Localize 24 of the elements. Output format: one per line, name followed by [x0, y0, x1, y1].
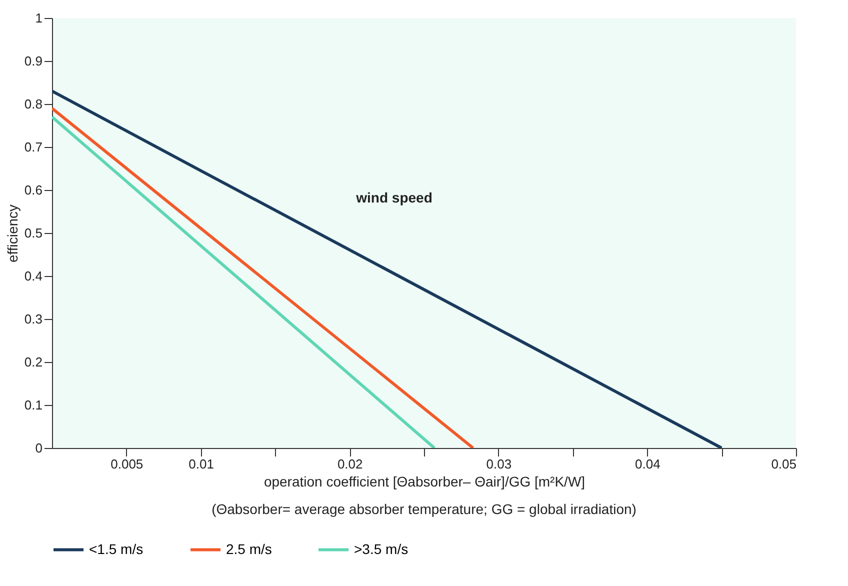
- y-tick-label: 0.2: [24, 354, 42, 370]
- x-tick-label: 0.02: [337, 456, 363, 472]
- annotation: wind speed: [355, 190, 432, 206]
- legend-label: >3.5 m/s: [354, 540, 408, 557]
- y-tick-label: 0: [35, 440, 42, 456]
- y-tick-label: 0.9: [24, 54, 42, 68]
- x-tick-label: 0.04: [635, 456, 660, 472]
- x-tick-label: 0.01: [188, 456, 214, 472]
- y-tick-label: 0.6: [24, 182, 42, 198]
- x-tick-label: 0.005: [110, 456, 144, 472]
- x-tick-label: 0.05: [771, 456, 796, 472]
- y-tick-label: 0.8: [24, 96, 42, 112]
- y-axis-title: efficiency: [4, 204, 20, 263]
- y-tick-label: 0.7: [24, 140, 42, 154]
- x-axis-title: operation coefficient [Θabsorber– Θair]/GG [m²K/W]: [264, 474, 586, 490]
- y-tick-label: 0.5: [24, 226, 42, 240]
- y-tick-label: 0.3: [24, 312, 42, 326]
- y-tick-label: 1: [35, 10, 42, 26]
- y-tick-label: 0.4: [24, 268, 42, 284]
- legend-label: <1.5 m/s: [89, 540, 144, 557]
- text: (Θabsorber= average absorber temperature; GG = global irradiation): [212, 501, 636, 517]
- legend-label: 2.5 m/s: [226, 540, 272, 557]
- x-tick-label: 0.03: [486, 456, 512, 472]
- y-tick-label: 0.1: [24, 398, 42, 412]
